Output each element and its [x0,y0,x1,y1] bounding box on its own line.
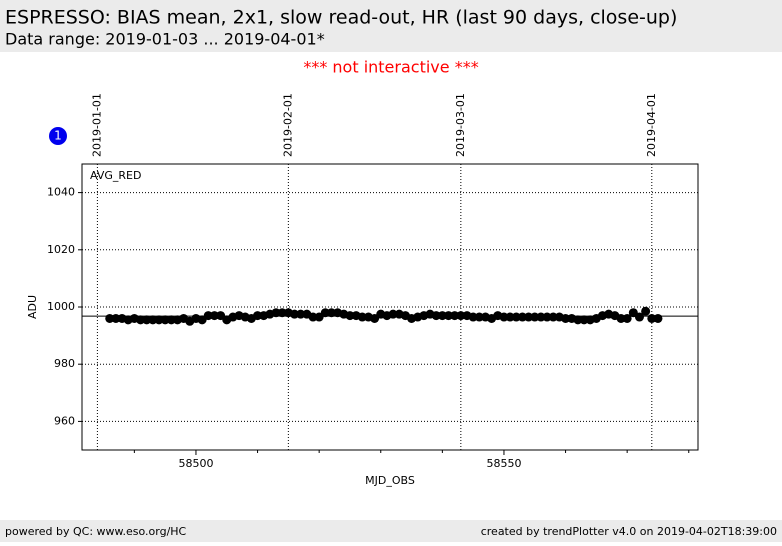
data-point [111,313,121,323]
data-point [320,308,330,318]
data-point [616,313,626,323]
data-point [437,311,447,321]
y-tick-label: 1040 [47,186,75,199]
data-point [148,315,158,325]
y-tick-label: 1000 [47,300,75,313]
data-point [209,311,219,321]
data-point [105,313,115,323]
footer-right: created by trendPlotter v4.0 on 2019-04-… [481,525,777,538]
data-point [542,312,552,322]
data-point [634,312,644,322]
data-point [160,315,170,325]
data-point [622,313,632,323]
data-point [456,311,466,321]
data-point [505,312,515,322]
data-point [142,315,152,325]
data-point [277,308,287,318]
data-point [530,312,540,322]
data-point [450,311,460,321]
data-point [641,306,651,316]
data-point [499,312,509,322]
header-band [0,0,782,52]
data-point [253,311,263,321]
badge: 1 [54,129,62,143]
data-point [468,312,478,322]
data-point [474,312,484,322]
data-point [444,311,454,321]
data-point [524,312,534,322]
footer-left: powered by QC: www.eso.org/HC [5,525,187,538]
data-point [326,308,336,318]
data-point [431,311,441,321]
plot: 960 980 1000 1020 1040 58500 58550 2019-01-01 20… [26,93,699,487]
data-point [548,312,558,322]
data-point [579,315,589,325]
y-axis-label: ADU [26,295,39,319]
data-point [271,308,281,318]
data-point [561,313,571,323]
date-label: 2019-04-01 [645,93,658,157]
data-point [536,312,546,322]
data-point [296,309,306,319]
x-axis-label: MJD_OBS [365,474,415,487]
data-point [357,312,367,322]
data-point [166,315,176,325]
data-point [517,312,527,322]
data-point [308,312,318,322]
data-point [290,309,300,319]
data-point [573,315,583,325]
date-label: 2019-03-01 [454,93,467,157]
data-point [653,313,663,323]
x-tick-label: 58500 [178,457,213,470]
y-tick-label: 980 [54,357,75,370]
title: ESPRESSO: BIAS mean, 2x1, slow read-out,… [5,7,677,29]
date-label: 2019-01-01 [90,93,103,157]
plot-frame [81,163,699,451]
data-point [203,311,213,321]
badge-circle [49,127,67,145]
data-point [511,312,521,322]
data-point [647,313,657,323]
y-tick-label: 960 [54,414,75,427]
data-point [388,309,398,319]
data-point [345,311,355,321]
data-point [136,315,146,325]
data-point [154,315,164,325]
notice: *** not interactive *** [303,58,478,77]
y-tick-label: 1020 [47,243,75,256]
subtitle: Data range: 2019-01-03 ... 2019-04-01* [5,30,325,49]
date-label: 2019-02-01 [281,93,294,157]
footer-band [0,520,782,542]
x-tick-label: 58550 [486,457,521,470]
series-label: AVG_RED [90,169,141,182]
